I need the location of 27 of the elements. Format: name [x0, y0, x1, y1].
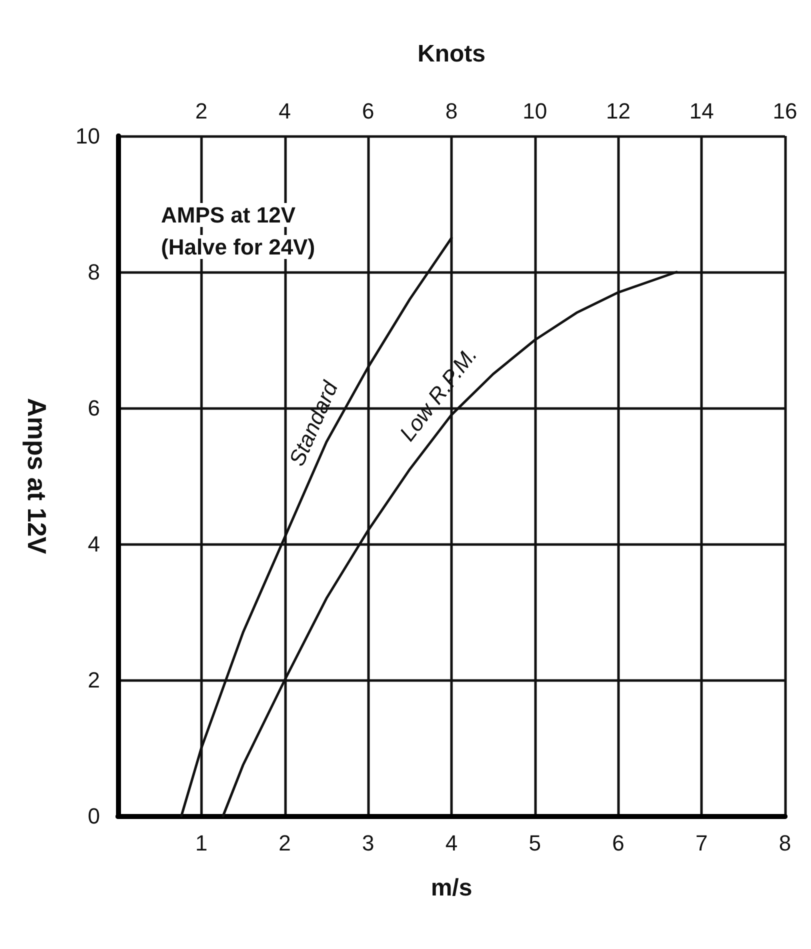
x2-tick-label: 2 — [195, 98, 208, 124]
annotation: AMPS at 12V — [161, 202, 296, 228]
x2-tick-label: 10 — [522, 98, 548, 124]
annotation: (Halve for 24V) — [161, 234, 316, 260]
x2-axis-title: Knots — [418, 40, 486, 68]
x2-tick-label: 6 — [362, 98, 374, 124]
x-tick-label: 4 — [445, 830, 458, 856]
x-tick-label: 1 — [195, 830, 208, 856]
x-tick-label: 8 — [778, 830, 792, 856]
x2-tick-label: 14 — [689, 98, 714, 124]
y-tick-label: 2 — [88, 668, 100, 692]
x-tick-label: 6 — [612, 830, 624, 856]
y-tick-label: 0 — [88, 804, 100, 828]
x-tick-label: 2 — [278, 830, 291, 856]
x2-tick-label: 4 — [278, 98, 291, 124]
y-tick-label: 8 — [88, 260, 100, 284]
x-tick-label: 5 — [528, 830, 541, 856]
x2-tick-label: 12 — [606, 98, 630, 124]
x2-tick-label: 16 — [772, 98, 798, 124]
y-tick-label: 10 — [76, 124, 100, 148]
x-axis-title: m/s — [430, 874, 472, 902]
y-tick-label: 6 — [88, 396, 100, 420]
y-axis-title: Amps at 12V — [22, 398, 52, 555]
x-tick-label: 7 — [696, 830, 708, 856]
x2-tick-label: 8 — [445, 98, 458, 124]
y-tick-label: 4 — [88, 532, 100, 556]
x-tick-label: 3 — [362, 830, 374, 856]
